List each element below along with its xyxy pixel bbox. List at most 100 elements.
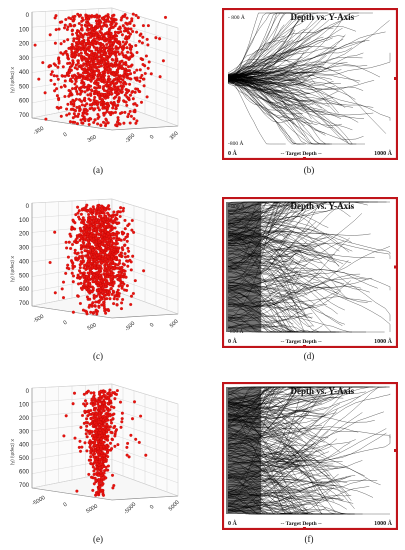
point (96, 264, 100, 268)
ion-track (227, 80, 375, 90)
point (86, 259, 90, 263)
point (112, 72, 116, 76)
plot-title: Depth vs. Y-Axis (291, 386, 355, 396)
ion-track (227, 36, 324, 80)
point (59, 51, 63, 55)
point (85, 275, 89, 279)
point (107, 38, 111, 42)
point (70, 32, 74, 36)
point (73, 82, 77, 86)
point (112, 102, 116, 106)
point (135, 68, 139, 72)
point (61, 296, 65, 300)
point (69, 68, 73, 72)
point (88, 267, 92, 271)
point (87, 117, 91, 121)
point (116, 273, 120, 277)
point (119, 425, 123, 429)
point (67, 46, 71, 50)
point (102, 445, 106, 449)
point (71, 19, 75, 23)
point (141, 24, 145, 28)
point (128, 77, 132, 81)
point (83, 232, 87, 236)
point (118, 27, 122, 31)
point (86, 239, 90, 243)
point (149, 72, 153, 76)
point (92, 45, 96, 49)
point (75, 67, 79, 71)
point (83, 399, 87, 403)
point (90, 416, 94, 420)
edge-marker (394, 265, 397, 269)
point (107, 293, 111, 297)
point (82, 222, 86, 226)
point (82, 68, 86, 72)
point (83, 104, 87, 108)
point (99, 235, 103, 239)
axis-label-e: X (Depth) (Å) (10, 439, 16, 466)
point (147, 60, 151, 64)
point (67, 267, 71, 271)
point (84, 58, 88, 62)
point (81, 35, 85, 39)
point (72, 39, 76, 43)
point (70, 227, 74, 231)
floor-tick-label: 350 (169, 131, 180, 142)
point (98, 55, 102, 59)
point (89, 84, 93, 88)
point (97, 37, 101, 41)
point (130, 219, 134, 223)
point (53, 41, 57, 45)
point (102, 88, 106, 92)
point (71, 310, 75, 314)
point (112, 20, 116, 24)
point (128, 82, 132, 86)
point (110, 92, 114, 96)
point (142, 84, 146, 88)
point (85, 42, 89, 46)
point (98, 46, 102, 50)
point (98, 273, 102, 277)
point (95, 31, 99, 35)
point (128, 43, 132, 47)
point (79, 118, 83, 122)
point (112, 236, 116, 240)
point (120, 301, 124, 305)
point (92, 59, 96, 63)
point (59, 114, 63, 118)
point (122, 84, 126, 88)
point (122, 237, 126, 241)
point (86, 249, 90, 253)
point (78, 107, 82, 111)
point (117, 270, 121, 274)
point (90, 30, 94, 34)
point (124, 63, 128, 67)
point (79, 271, 83, 275)
point (91, 465, 95, 469)
point (75, 105, 79, 109)
point (103, 437, 107, 441)
ion-track (227, 34, 346, 78)
point (56, 77, 60, 81)
point (79, 425, 83, 429)
point (77, 112, 81, 116)
point (119, 307, 123, 311)
floor-edge (111, 125, 179, 131)
point (100, 488, 104, 492)
point (102, 260, 106, 264)
point (116, 116, 120, 120)
point (83, 48, 87, 52)
point (104, 117, 108, 121)
point (85, 391, 89, 395)
point (100, 238, 104, 242)
point (97, 90, 101, 94)
point (89, 270, 93, 274)
point (101, 106, 105, 110)
floor-edge (111, 313, 179, 319)
point (102, 454, 106, 458)
point (61, 280, 65, 284)
point (106, 268, 110, 272)
point (109, 53, 113, 57)
point (99, 431, 103, 435)
